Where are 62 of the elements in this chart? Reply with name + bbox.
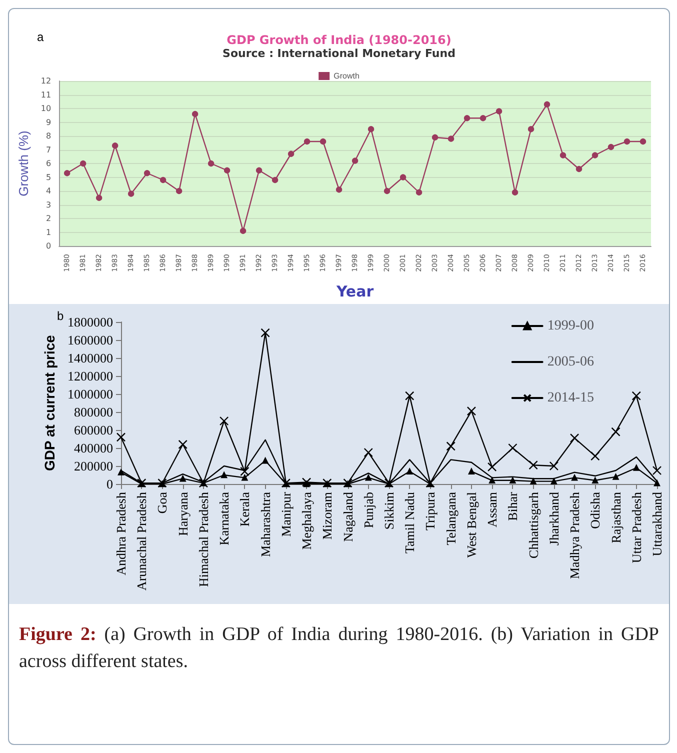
y-tick-label: 4 bbox=[46, 186, 52, 196]
y-tick-label: 1400000 bbox=[68, 350, 113, 366]
x-tick-label: Manipur bbox=[278, 491, 294, 537]
text: b bbox=[57, 309, 64, 323]
x-tick-label: Rajasthan bbox=[608, 492, 624, 544]
y-tick-label: 1200000 bbox=[68, 368, 113, 384]
x-tick-label: Nagaland bbox=[340, 492, 356, 542]
y-axis-title: Growth (%) bbox=[16, 130, 31, 196]
y-tick-label: 1800000 bbox=[68, 314, 113, 330]
y-tick-label: 7 bbox=[46, 145, 52, 154]
x-tick-label: Meghalaya bbox=[299, 492, 314, 550]
y-tick-label: 10 bbox=[40, 104, 52, 113]
legend-label: 2014-15 bbox=[547, 390, 594, 406]
y-tick-label: 0 bbox=[46, 242, 52, 250]
x-tick-label: Chhattisgarh bbox=[526, 492, 541, 558]
x-tick-label: Bihar bbox=[505, 491, 520, 521]
y-tick-label: 6 bbox=[46, 159, 52, 168]
x-tick-label: Maharashtra bbox=[258, 492, 273, 557]
chart-title: GDP Growth of India (1980-2016) bbox=[226, 33, 452, 47]
y-tick-label: 1 bbox=[46, 228, 52, 237]
caption: Figure 2: (a) Growth in GDP of India during 1980-2016. (b) Variation in GDP across different states. bbox=[19, 623, 659, 674]
legend-label: Growth bbox=[334, 72, 360, 80]
x-tick-label: Uttarakhand bbox=[650, 492, 664, 556]
y-tick-label: 600000 bbox=[74, 422, 113, 438]
x-tick-label: Punjab bbox=[360, 492, 376, 528]
legend-label: 2005-06 bbox=[547, 354, 594, 370]
y-tick-label: 3 bbox=[46, 200, 52, 210]
x-tick-label: Jharkhand bbox=[546, 492, 562, 546]
x-tick-label: Mizoram bbox=[320, 492, 335, 540]
y-tick-label: 400000 bbox=[74, 440, 113, 456]
y-tick-label: 5 bbox=[46, 172, 52, 182]
x-tick-label: Madhya Pradesh bbox=[567, 492, 582, 580]
y-tick-label: 0 bbox=[106, 476, 113, 492]
x-tick-label: Sikkim bbox=[382, 492, 396, 530]
x-tick-label: Haryana bbox=[175, 492, 190, 536]
x-tick-label: Tamil Nadu bbox=[402, 492, 418, 554]
legend-label: 1999-00 bbox=[547, 318, 594, 334]
x-axis-title: Year bbox=[335, 282, 374, 300]
y-tick-label: 200000 bbox=[74, 458, 113, 474]
y-tick-label: 2 bbox=[46, 214, 52, 223]
y-tick-label: 12 bbox=[40, 76, 52, 86]
y-tick-label: 11 bbox=[40, 90, 52, 100]
x-tick-label: Himachal Pradesh bbox=[196, 492, 211, 587]
x-tick-label: Karnataka bbox=[216, 492, 232, 546]
y-tick-label: 1600000 bbox=[68, 332, 113, 348]
x-tick-label: Tripura bbox=[422, 492, 438, 531]
y-tick-label: 8 bbox=[46, 132, 52, 140]
x-tick-label: Arunachal Pradesh bbox=[134, 492, 150, 591]
y-tick-label: 9 bbox=[46, 118, 52, 127]
x-tick-label: Assam bbox=[484, 492, 500, 528]
x-tick-label: Odisha bbox=[588, 492, 603, 529]
y-tick-label: 800000 bbox=[74, 404, 113, 420]
x-tick-label: Uttar Pradesh bbox=[628, 492, 644, 564]
text: a bbox=[37, 30, 44, 44]
y-axis-title: GDP at current price bbox=[42, 334, 58, 471]
y-tick-label: 1000000 bbox=[68, 386, 113, 402]
x-tick-label: West Bengal bbox=[464, 492, 479, 558]
x-tick-label: Kerala bbox=[237, 492, 252, 527]
x-tick-label: Telangana bbox=[443, 492, 458, 546]
x-tick-label: Goa bbox=[154, 492, 170, 514]
chart-subtitle: Source : International Monetary Fund bbox=[222, 47, 456, 60]
x-tick-label: Andhra Pradesh bbox=[114, 492, 128, 576]
